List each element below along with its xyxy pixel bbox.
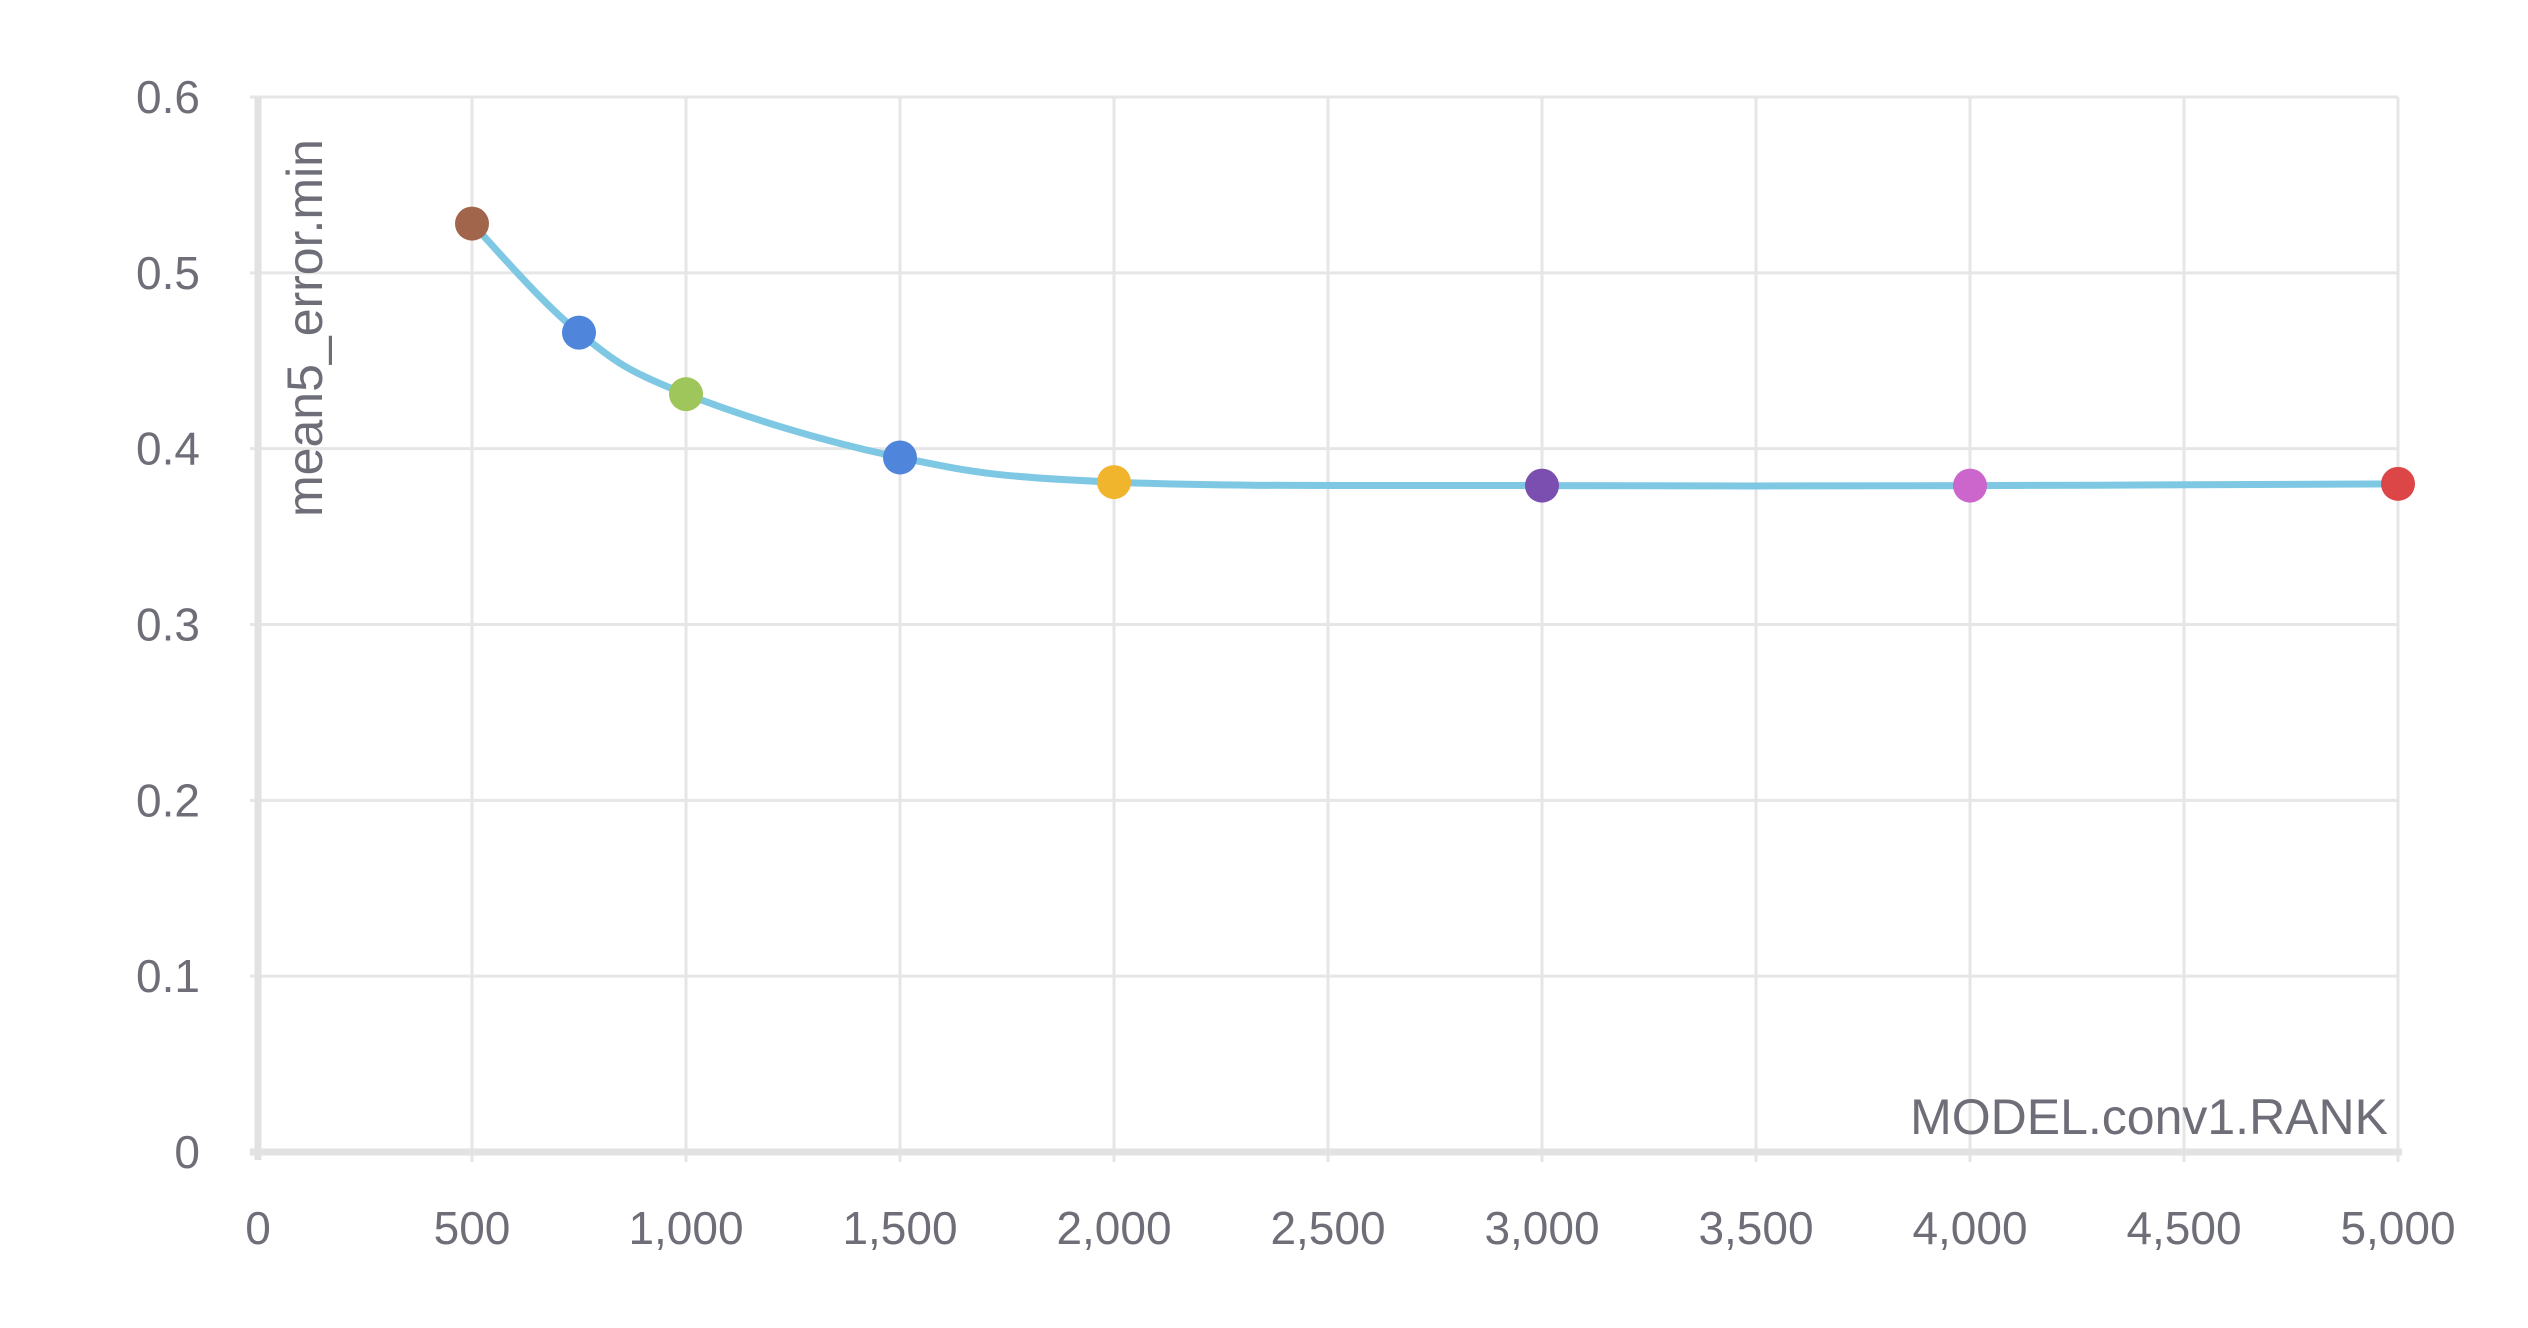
x-tick-label: 4,000: [1912, 1202, 2027, 1254]
data-point[interactable]: [455, 206, 489, 241]
series-line: [468, 220, 2402, 490]
axes: [250, 97, 2402, 1160]
y-tick-label: 0.2: [136, 774, 200, 826]
x-tick-label: 5,000: [2340, 1202, 2455, 1254]
x-tick-label: 1,000: [628, 1202, 743, 1254]
y-tick-label: 0.6: [136, 71, 200, 123]
y-tick-label: 0.3: [136, 599, 200, 651]
y-tick-label: 0.5: [136, 247, 200, 299]
y-tick-label: 0.1: [136, 950, 200, 1002]
data-point[interactable]: [1097, 465, 1131, 500]
x-tick-label: 3,000: [1484, 1202, 1599, 1254]
y-tick-label: 0: [174, 1126, 200, 1178]
data-point[interactable]: [562, 315, 596, 350]
data-point[interactable]: [1525, 468, 1559, 503]
y-axis-label: mean5_error.min: [277, 139, 333, 517]
x-tick-label: 2,500: [1270, 1202, 1385, 1254]
x-tick-label: 2,000: [1056, 1202, 1171, 1254]
series: [455, 206, 2415, 503]
x-tick-label: 3,500: [1698, 1202, 1813, 1254]
tick-labels: 0 0.1 0.2 0.3 0.4 0.5 0.6 0 500 1,000 1,500 2,000 2,…: [136, 71, 2456, 1254]
data-point[interactable]: [1953, 468, 1987, 503]
y-tick-label: 0.4: [136, 423, 200, 475]
x-tick-label: 0: [245, 1202, 271, 1254]
data-point[interactable]: [883, 440, 917, 475]
x-tick-label: 500: [434, 1202, 511, 1254]
x-axis-label: MODEL.conv1.RANK: [1910, 1089, 2388, 1145]
x-tick-label: 1,500: [842, 1202, 957, 1254]
x-tick-label: 4,500: [2126, 1202, 2241, 1254]
grid: [250, 95, 2400, 1162]
data-point[interactable]: [669, 377, 703, 412]
data-point[interactable]: [2381, 466, 2415, 501]
